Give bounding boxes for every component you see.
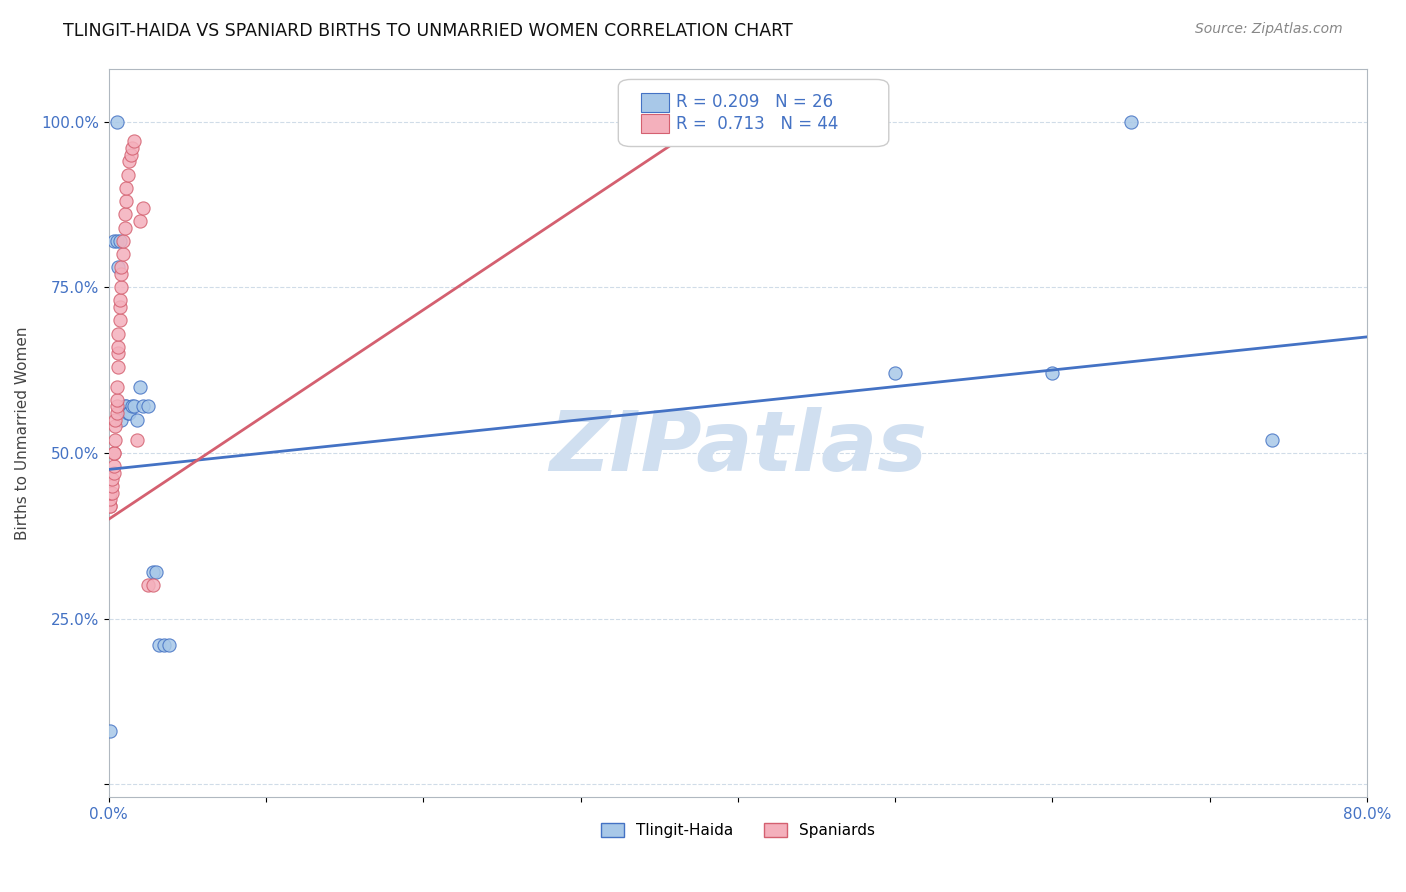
Point xyxy=(127,433,149,447)
Point xyxy=(110,260,132,275)
Bar xyxy=(641,114,669,134)
Point xyxy=(103,459,125,474)
Text: TLINGIT-HAIDA VS SPANIARD BIRTHS TO UNMARRIED WOMEN CORRELATION CHART: TLINGIT-HAIDA VS SPANIARD BIRTHS TO UNMA… xyxy=(63,22,793,40)
Point xyxy=(103,446,125,460)
Point xyxy=(100,499,122,513)
Point xyxy=(1040,367,1063,381)
FancyBboxPatch shape xyxy=(619,79,889,146)
Point xyxy=(101,479,124,493)
Point xyxy=(105,406,128,420)
Point xyxy=(103,234,125,248)
Point xyxy=(132,400,155,414)
Point xyxy=(129,214,152,228)
Text: R =  0.713   N = 44: R = 0.713 N = 44 xyxy=(676,115,838,133)
Point xyxy=(132,201,155,215)
Point xyxy=(108,313,131,327)
Point xyxy=(100,724,122,739)
Point xyxy=(145,565,167,579)
Point xyxy=(120,147,142,161)
Point xyxy=(117,406,139,420)
Point xyxy=(100,492,122,507)
Point xyxy=(117,168,139,182)
Point xyxy=(105,379,128,393)
Point xyxy=(121,141,143,155)
Point xyxy=(148,638,170,652)
Point xyxy=(136,578,159,592)
Point xyxy=(103,466,125,480)
Point xyxy=(1119,114,1142,128)
Point xyxy=(114,220,136,235)
Point xyxy=(142,565,165,579)
Point xyxy=(107,359,129,374)
Point xyxy=(110,413,132,427)
Point xyxy=(884,367,907,381)
Point xyxy=(101,472,124,486)
Point xyxy=(108,234,131,248)
Point xyxy=(157,638,180,652)
Point xyxy=(107,340,129,354)
Point xyxy=(114,207,136,221)
Point xyxy=(1261,433,1284,447)
Text: R = 0.209   N = 26: R = 0.209 N = 26 xyxy=(676,93,834,111)
Point xyxy=(127,413,149,427)
Point xyxy=(122,135,145,149)
Point xyxy=(107,326,129,341)
Legend: Tlingit-Haida, Spaniards: Tlingit-Haida, Spaniards xyxy=(595,817,882,845)
Point xyxy=(107,260,129,275)
Point xyxy=(100,485,122,500)
Text: ZIPatlas: ZIPatlas xyxy=(548,407,927,488)
Point xyxy=(111,247,134,261)
Point xyxy=(110,280,132,294)
Point xyxy=(122,400,145,414)
Point xyxy=(153,638,176,652)
Y-axis label: Births to Unmarried Women: Births to Unmarried Women xyxy=(15,326,30,540)
Point xyxy=(118,154,141,169)
Point xyxy=(142,578,165,592)
Point xyxy=(104,413,127,427)
Point xyxy=(118,406,141,420)
Point xyxy=(105,234,128,248)
Point xyxy=(121,400,143,414)
Point xyxy=(114,400,136,414)
Point xyxy=(108,293,131,308)
Point xyxy=(101,485,124,500)
Text: Source: ZipAtlas.com: Source: ZipAtlas.com xyxy=(1195,22,1343,37)
Bar xyxy=(641,93,669,112)
Point xyxy=(103,446,125,460)
Point xyxy=(115,400,138,414)
Point xyxy=(115,181,138,195)
Point xyxy=(129,379,152,393)
Point xyxy=(104,433,127,447)
Point xyxy=(115,194,138,208)
Point xyxy=(110,267,132,281)
Point xyxy=(100,499,122,513)
Point xyxy=(107,346,129,360)
Point xyxy=(136,400,159,414)
Point xyxy=(111,234,134,248)
Point xyxy=(104,419,127,434)
Point xyxy=(105,400,128,414)
Point xyxy=(108,300,131,314)
Point xyxy=(105,392,128,407)
Point xyxy=(105,114,128,128)
